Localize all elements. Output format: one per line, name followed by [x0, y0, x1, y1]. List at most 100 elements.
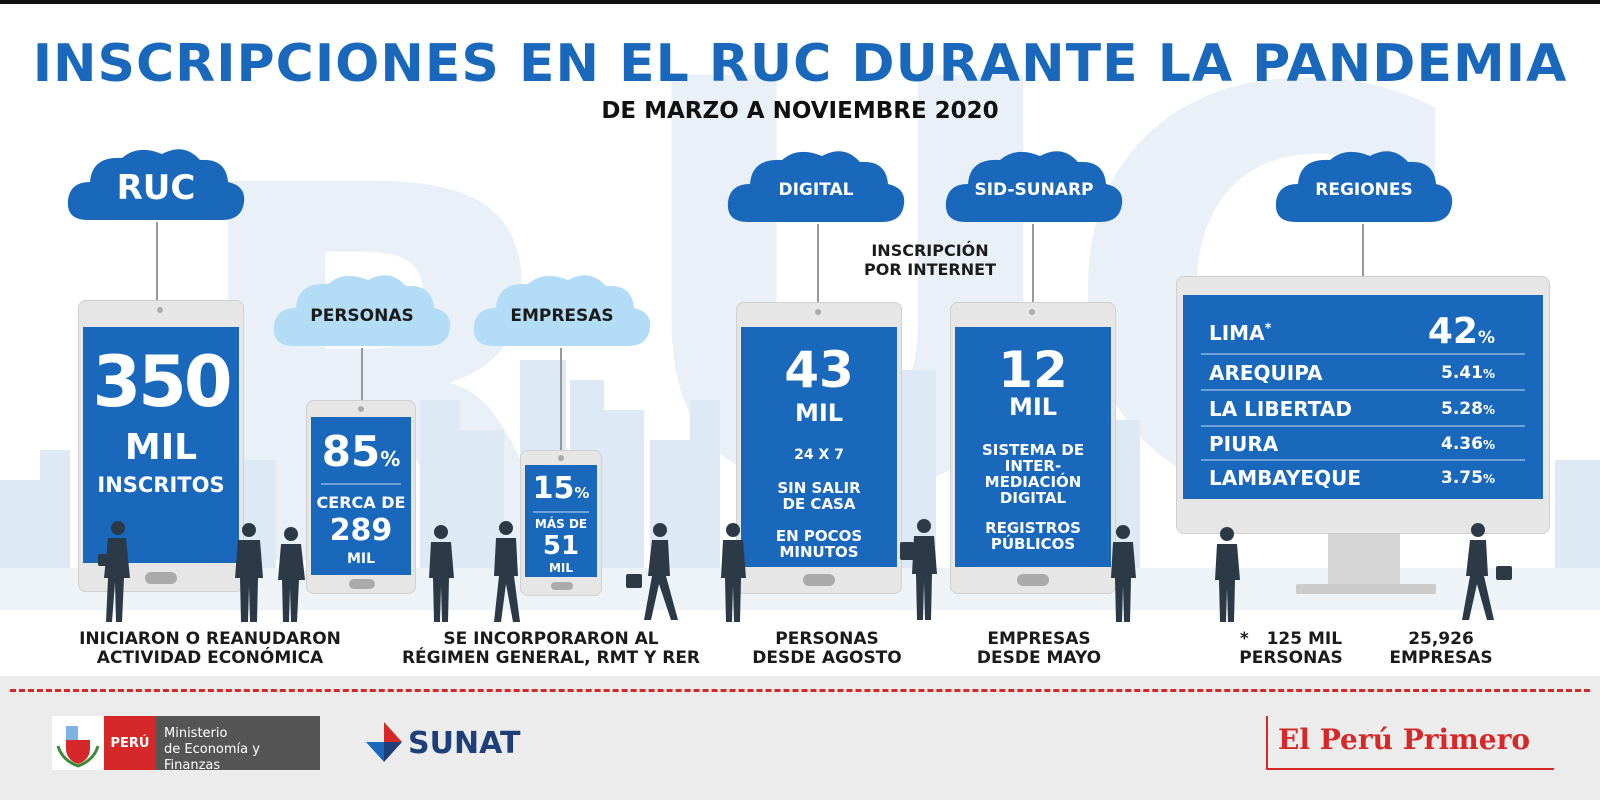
- region-name: LAMBAYEQUE: [1209, 466, 1361, 490]
- personas-phone: 85% CERCA DE 289 MIL: [306, 400, 416, 594]
- person-silhouette: [235, 523, 263, 622]
- regiones-monitor: LIMA* 42% AREQUIPA 5.41% LA LIBERTAD 5.2…: [1176, 276, 1550, 534]
- ruc-label: INSCRITOS: [97, 473, 225, 497]
- cloud-regiones-label: REGIONES: [1315, 180, 1413, 200]
- ruc-unit: MIL: [124, 427, 198, 468]
- person-silhouette: [429, 525, 454, 622]
- mef-text: Ministerio de Economía y Finanzas: [156, 716, 320, 773]
- sid-tablet: 12 MIL SISTEMA DE INTER- MEDIACIÓN DIGIT…: [950, 302, 1116, 594]
- digital-line2: SIN SALIR: [777, 479, 861, 497]
- digital-line5: MINUTOS: [779, 543, 859, 561]
- sid-value: 12: [998, 341, 1068, 399]
- region-name: LIMA: [1209, 321, 1265, 345]
- empresas-unit: MIL: [548, 561, 574, 575]
- region-note: *: [1264, 321, 1272, 337]
- caption-line: RÉGIMEN GENERAL, RMT Y RER: [401, 648, 701, 668]
- monitor-stand: [1328, 534, 1400, 586]
- slogan-text: El Perú Primero: [1278, 723, 1531, 756]
- region-pct: 4.36%: [1441, 434, 1495, 454]
- connector-line: [817, 224, 819, 304]
- top-bar: [0, 0, 1600, 4]
- caption-line: DESDE MAYO: [976, 648, 1102, 668]
- personas-value: 289: [329, 513, 393, 548]
- caption-line: INICIARON O REANUDARON: [79, 629, 341, 649]
- mef-line: Ministerio: [164, 726, 228, 741]
- region-name: PIURA: [1209, 432, 1279, 456]
- divider: [533, 511, 589, 513]
- coat-of-arms-icon: [52, 716, 104, 770]
- monitor-base: [1296, 584, 1436, 594]
- ruc-value: 350: [92, 341, 232, 423]
- peru-badge: PERÚ: [104, 716, 156, 770]
- footnote-value: 125 MIL: [1266, 629, 1343, 649]
- page-subtitle: DE MARZO A NOVIEMBRE 2020: [601, 98, 999, 124]
- internet-label: INSCRIPCIÓN POR INTERNET: [840, 241, 1020, 279]
- caption-line: PERSONAS: [775, 629, 879, 649]
- empresas-phone: 15% MÁS DE 51 MIL: [520, 450, 602, 596]
- mef-logo: PERÚ Ministerio de Economía y Finanzas: [52, 716, 320, 773]
- sid-line6: PÚBLICOS: [990, 535, 1076, 553]
- region-row-lima: LIMA* 42%: [1201, 309, 1525, 355]
- empresas-value: 51: [542, 531, 580, 561]
- footnote-value: 25,926: [1408, 629, 1474, 649]
- personas-line1: CERCA DE: [316, 493, 406, 512]
- cloud-ruc: RUC: [66, 148, 246, 222]
- caption-line: ACTIVIDAD ECONÓMICA: [96, 648, 324, 668]
- mef-line: de Economía y Finanzas: [164, 742, 260, 773]
- person-silhouette: [1111, 525, 1136, 622]
- connector-line: [156, 222, 158, 302]
- digital-value: 43: [784, 341, 854, 399]
- footnote-label: EMPRESAS: [1389, 648, 1493, 668]
- ruc-tablet: 350 MIL INSCRITOS: [78, 300, 244, 592]
- digital-tablet: 43 MIL 24 X 7 SIN SALIR DE CASA EN POCOS…: [736, 302, 902, 594]
- caption-ruc: INICIARON O REANUDARON ACTIVIDAD ECONÓMI…: [60, 630, 360, 668]
- sid-line4: DIGITAL: [999, 489, 1067, 507]
- sid-screen: 12 MIL SISTEMA DE INTER- MEDIACIÓN DIGIT…: [955, 327, 1111, 567]
- regiones-screen: LIMA* 42% AREQUIPA 5.41% LA LIBERTAD 5.2…: [1183, 295, 1543, 499]
- cloud-empresas-label: EMPRESAS: [510, 306, 614, 326]
- digital-unit: MIL: [794, 399, 844, 427]
- footnote-mark: *: [1239, 629, 1249, 649]
- caption-line: SE INCORPORARON AL: [443, 629, 659, 649]
- person-silhouette: [494, 521, 520, 622]
- cloud-empresas: EMPRESAS: [472, 274, 652, 348]
- divider: [321, 483, 401, 485]
- region-pct: 5.28%: [1441, 399, 1495, 419]
- empresas-line1: MÁS DE: [534, 517, 588, 531]
- person-silhouette: [1215, 527, 1240, 622]
- cloud-ruc-label: RUC: [116, 168, 196, 208]
- person-silhouette: [278, 527, 305, 622]
- sid-unit: MIL: [1008, 393, 1058, 421]
- sid-line5: REGISTROS: [985, 519, 1081, 537]
- internet-label-line1: INSCRIPCIÓN: [871, 241, 989, 260]
- person-silhouette: [626, 523, 678, 620]
- personas-unit: MIL: [346, 551, 376, 567]
- region-row-la-libertad: LA LIBERTAD 5.28%: [1201, 391, 1525, 427]
- footnote-personas: * 125 MIL PERSONAS: [1226, 630, 1356, 668]
- digital-line3: DE CASA: [782, 495, 856, 513]
- dashed-divider: [10, 689, 1590, 692]
- empresas-screen: 15% MÁS DE 51 MIL: [525, 465, 597, 577]
- cloud-personas: PERSONAS: [272, 274, 452, 348]
- personas-percent: 85%: [321, 427, 401, 476]
- sid-line3: MEDIACIÓN: [984, 473, 1082, 491]
- personas-screen: 85% CERCA DE 289 MIL: [311, 417, 411, 575]
- caption-line: EMPRESAS: [987, 629, 1091, 649]
- cloud-digital-label: DIGITAL: [778, 180, 854, 200]
- sunat-text: SUNAT: [408, 726, 521, 761]
- cloud-sid-label: SID-SUNARP: [974, 180, 1094, 200]
- person-silhouette: [721, 523, 746, 622]
- region-row-arequipa: AREQUIPA 5.41%: [1201, 355, 1525, 391]
- digital-line1: 24 X 7: [794, 447, 844, 463]
- sid-line2: INTER-: [1004, 457, 1062, 475]
- footnote-empresas: 25,926 EMPRESAS: [1376, 630, 1506, 668]
- region-name: LA LIBERTAD: [1209, 397, 1352, 421]
- footnote-label: PERSONAS: [1239, 648, 1343, 668]
- region-pct: 3.75%: [1441, 468, 1495, 488]
- caption-digital: PERSONAS DESDE AGOSTO: [732, 630, 922, 668]
- person-silhouette: [900, 519, 937, 620]
- ruc-screen: 350 MIL INSCRITOS: [83, 327, 239, 563]
- connector-line: [560, 348, 562, 452]
- cloud-personas-label: PERSONAS: [310, 306, 414, 326]
